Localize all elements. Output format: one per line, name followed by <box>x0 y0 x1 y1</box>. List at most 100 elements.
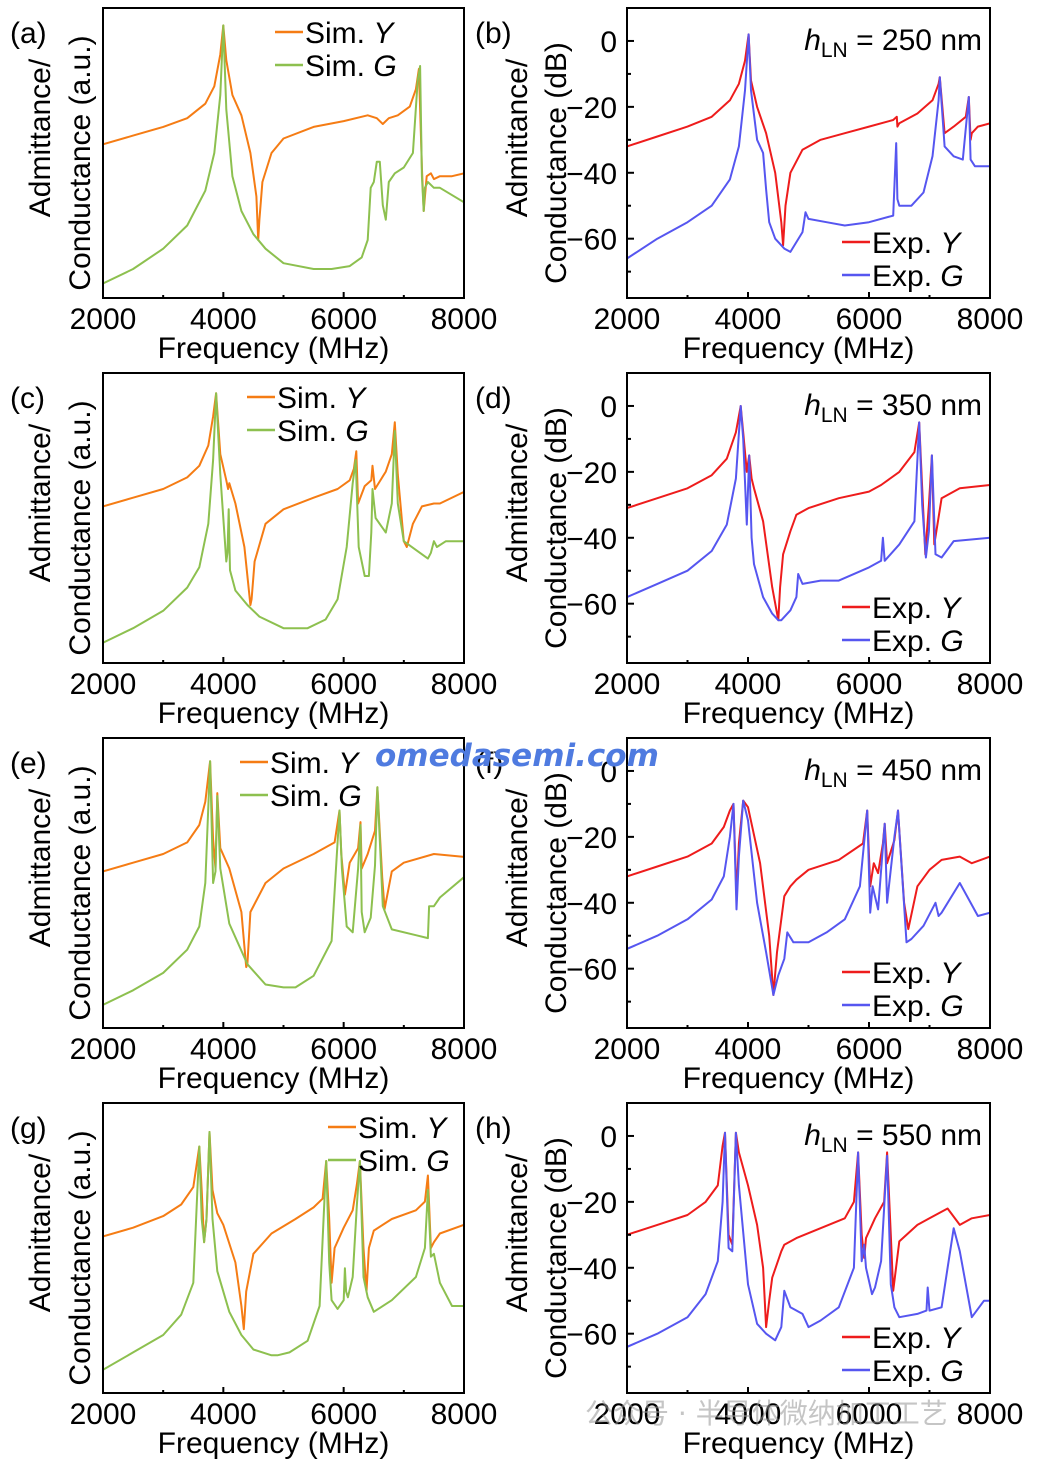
series-line-sim-g <box>103 1131 464 1371</box>
x-tick-label: 2000 <box>70 303 137 336</box>
legend-label: Sim. Y <box>277 382 367 415</box>
panel-label: (f) <box>475 747 503 780</box>
y-axis-title-line2: Conductance (dB) <box>540 407 573 649</box>
series-line-exp-g <box>627 1131 990 1348</box>
x-tick-label: 6000 <box>836 1033 903 1066</box>
x-tick-label: 2000 <box>70 1398 137 1431</box>
series-line-sim-y <box>103 24 464 241</box>
legend-label: Sim. Y <box>305 17 395 50</box>
y-axis-title-line1: Admittance/ <box>24 1153 57 1312</box>
x-tick-label: 6000 <box>310 303 377 336</box>
x-tick-label: 2000 <box>594 668 661 701</box>
panel-label: (b) <box>475 17 512 50</box>
panel-a: 2000 4000 6000 8000 Frequency (MHz) Admittanc… <box>10 7 498 365</box>
panel-d: 2000 4000 6000 8000 Frequency (MHz) 0 −20 −40 −6… <box>475 372 1024 730</box>
x-tick-label: 6000 <box>836 303 903 336</box>
series-line-exp-y <box>627 1131 990 1329</box>
legend-label: Exp. G <box>872 625 964 658</box>
legend-label: Exp. G <box>872 260 964 293</box>
x-tick-label: 2000 <box>70 1033 137 1066</box>
x-tick-label: 4000 <box>190 668 257 701</box>
x-tick-label: 8000 <box>431 1398 498 1431</box>
x-tick-label: 4000 <box>715 1033 782 1066</box>
x-tick-label: 2000 <box>594 303 661 336</box>
series-line-sim-g <box>103 392 464 644</box>
x-tick-label: 8000 <box>957 1033 1024 1066</box>
x-tick-label: 2000 <box>70 668 137 701</box>
thickness-annotation: hLN = 450 nm <box>804 754 982 792</box>
x-tick-label: 8000 <box>957 303 1024 336</box>
y-axis-title-line1: Admittance/ <box>24 788 57 947</box>
x-tick-label: 4000 <box>715 1398 782 1431</box>
panel-e: 2000 4000 6000 8000 Frequency (MHz) Admittanc… <box>10 737 498 1095</box>
x-tick-label: 8000 <box>431 303 498 336</box>
x-tick-label: 4000 <box>190 1033 257 1066</box>
y-axis-title-line1: Admittance/ <box>24 423 57 582</box>
y-tick-label: −20 <box>566 457 617 490</box>
x-tick-label: 8000 <box>957 668 1024 701</box>
panel-label: (h) <box>475 1112 512 1145</box>
series-line-exp-g <box>627 799 990 996</box>
y-axis-title-line2: Conductance (dB) <box>540 42 573 284</box>
x-tick-label: 8000 <box>957 1398 1024 1431</box>
panel-label: (a) <box>10 17 47 50</box>
y-tick-label: 0 <box>600 26 617 59</box>
panel-c: 2000 4000 6000 8000 Frequency (MHz) Admittanc… <box>10 372 497 730</box>
series-line-exp-y <box>627 33 990 247</box>
y-tick-label: −40 <box>566 888 617 921</box>
panel-b: 2000 4000 6000 8000 Frequency (MHz) 0 −20 −40 −6… <box>475 7 1024 365</box>
y-axis-title-line2: Conductance (dB) <box>540 1137 573 1379</box>
y-axis-title-line2: Conductance (a.u.) <box>64 1130 97 1385</box>
x-axis-title: Frequency (MHz) <box>158 1427 390 1460</box>
panel-g: 2000 4000 6000 8000 Frequency (MHz) Admittanc… <box>10 1102 498 1460</box>
legend-label: Exp. Y <box>872 957 962 990</box>
panel-h: 2000 4000 6000 8000 Frequency (MHz) 0 −20 −40 −6… <box>475 1102 1024 1460</box>
panel-label: (e) <box>10 747 47 780</box>
legend-label: Exp. G <box>872 1355 964 1388</box>
watermark-wechat: 公众号 · 半导体微纳加工工艺 <box>585 1397 948 1430</box>
y-tick-label: −40 <box>566 1253 617 1286</box>
y-axis-title-line2: Conductance (a.u.) <box>64 400 97 655</box>
x-tick-label: 4000 <box>715 303 782 336</box>
x-axis-title: Frequency (MHz) <box>683 332 915 365</box>
x-tick-label: 8000 <box>431 1033 498 1066</box>
y-tick-label: −60 <box>566 224 617 257</box>
y-axis-title-line1: Admittance/ <box>501 1153 534 1312</box>
x-tick-label: 6000 <box>310 1033 377 1066</box>
thickness-annotation: hLN = 250 nm <box>804 24 982 62</box>
x-tick-label: 6000 <box>836 668 903 701</box>
y-tick-label: −60 <box>566 1319 617 1352</box>
x-tick-label: 6000 <box>836 1398 903 1431</box>
panel-label: (g) <box>10 1112 47 1145</box>
legend-label: Sim. G <box>277 415 369 448</box>
legend-label: Exp. Y <box>872 592 962 625</box>
x-tick-label: 4000 <box>190 303 257 336</box>
x-axis-title: Frequency (MHz) <box>683 1062 915 1095</box>
plot-frame <box>102 7 465 299</box>
y-tick-label: −40 <box>566 158 617 191</box>
x-axis-title: Frequency (MHz) <box>683 697 915 730</box>
x-tick-label: 6000 <box>310 668 377 701</box>
legend-label: Sim. G <box>305 50 397 83</box>
thickness-annotation: hLN = 350 nm <box>804 389 982 427</box>
legend-label: Sim. G <box>270 780 362 813</box>
watermark-omedasemi: omedasemi.com <box>375 738 659 774</box>
y-axis-title-line1: Admittance/ <box>501 58 534 217</box>
x-axis-title: Frequency (MHz) <box>158 1062 390 1095</box>
legend-label: Exp. Y <box>872 1322 962 1355</box>
x-tick-label: 4000 <box>190 1398 257 1431</box>
series-line-exp-g <box>627 405 990 622</box>
series-line-sim-g <box>103 24 464 285</box>
y-tick-label: 0 <box>600 756 617 789</box>
series-line-sim-g <box>103 760 464 1006</box>
x-axis-title: Frequency (MHz) <box>683 1427 915 1460</box>
x-tick-label: 2000 <box>594 1033 661 1066</box>
legend-label: Sim. Y <box>358 1112 448 1145</box>
series-line-exp-g <box>627 33 990 260</box>
legend-label: Exp. Y <box>872 227 962 260</box>
legend-label: Sim. G <box>358 1145 450 1178</box>
panel-label: (c) <box>10 382 45 415</box>
thickness-annotation: hLN = 550 nm <box>804 1119 982 1157</box>
panel-label: (d) <box>475 382 512 415</box>
